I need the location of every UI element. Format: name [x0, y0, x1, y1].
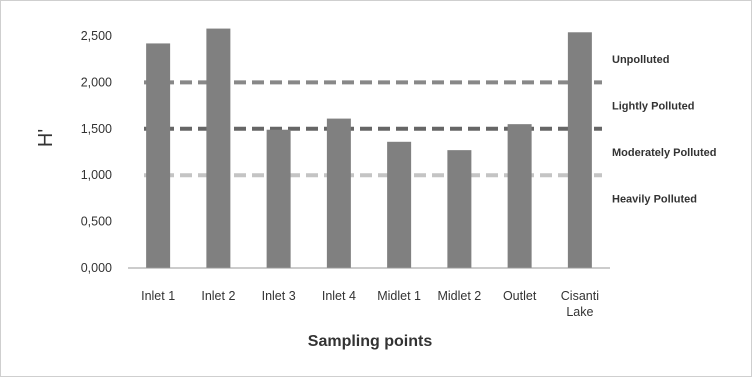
y-tick-label: 2,500 — [81, 29, 112, 43]
x-tick-label: Inlet 2 — [201, 289, 235, 303]
zone-label: Lightly Polluted — [612, 101, 695, 113]
zone-labels: Unpolluted Lightly Polluted Moderately Pol… — [612, 54, 717, 205]
x-tick-label: Inlet 4 — [322, 289, 356, 303]
y-tick-label: 0,000 — [81, 261, 112, 275]
x-tick-label: Inlet 3 — [262, 289, 296, 303]
x-tick-label: Cisanti Lake — [561, 289, 599, 319]
zone-label: Unpolluted — [612, 54, 669, 66]
x-tick-label: Midlet 1 — [377, 289, 421, 303]
zone-label: Heavily Polluted — [612, 193, 697, 205]
y-tick-label: 2,000 — [81, 75, 112, 89]
bar-1 — [206, 28, 231, 268]
x-axis-title: Sampling points — [308, 333, 433, 350]
zone-label: Moderately Polluted — [612, 147, 717, 159]
bars — [146, 28, 592, 269]
bar-4 — [387, 141, 412, 268]
y-axis-ticks: 0,000 0,500 1,000 1,500 2,000 2,500 — [81, 29, 112, 275]
bar-6 — [507, 124, 532, 268]
x-tick-label: Midlet 2 — [437, 289, 481, 303]
x-axis-ticks: Inlet 1 Inlet 2 Inlet 3 Inlet 4 Midlet 1 Midl… — [141, 289, 599, 319]
bar-2 — [266, 129, 291, 268]
bar-7 — [567, 32, 592, 269]
x-tick-label: Inlet 1 — [141, 289, 175, 303]
x-tick-label: Outlet — [503, 289, 537, 303]
y-tick-label: 0,500 — [81, 215, 112, 229]
y-tick-label: 1,500 — [81, 122, 112, 136]
y-tick-label: 1,000 — [81, 168, 112, 182]
bar-0 — [146, 43, 171, 269]
bar-3 — [326, 118, 351, 268]
bar-5 — [447, 150, 472, 268]
y-axis-title: H' — [35, 129, 57, 147]
